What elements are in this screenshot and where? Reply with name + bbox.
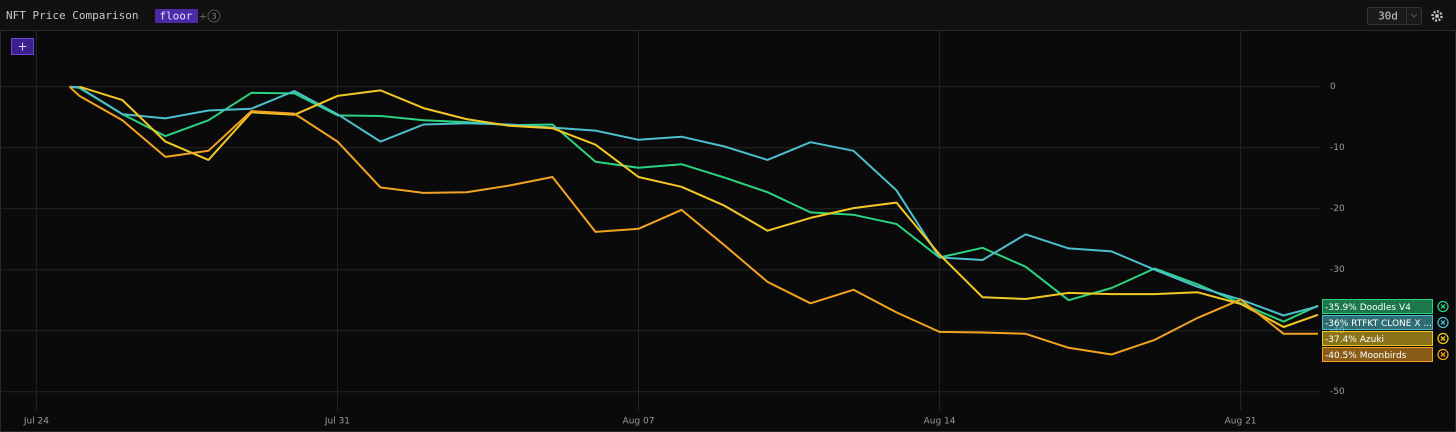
x-tick-label: Aug 14 — [924, 417, 956, 427]
series-line — [79, 85, 1319, 328]
select-caret[interactable] — [1410, 13, 1418, 18]
remove-icon — [1437, 332, 1449, 345]
legend-value: -35.9% — [1325, 303, 1357, 313]
y-tick-label: -20 — [1330, 204, 1345, 214]
remove-series[interactable] — [1437, 348, 1449, 361]
legend-name: Moonbirds — [1360, 351, 1407, 361]
x-tick-label: Aug 07 — [623, 417, 655, 427]
legend-text: -35.9% Doodles V4 — [1325, 303, 1411, 313]
legend-name: Azuki — [1360, 335, 1384, 345]
metric-label[interactable]: floor — [159, 10, 192, 23]
remove-icon — [1440, 304, 1446, 309]
y-tick-label: -10 — [1330, 143, 1345, 153]
y-tick-label: -30 — [1330, 265, 1345, 275]
legend-tag — [1322, 315, 1433, 330]
series-line — [69, 85, 1319, 323]
metric-tag[interactable] — [155, 9, 198, 23]
range-label[interactable]: 30d — [1378, 10, 1398, 23]
add-series-button[interactable] — [11, 38, 34, 55]
y-tick-label: -50 — [1330, 387, 1345, 397]
x-tick-label: Jul 24 — [23, 417, 49, 427]
toolbar — [0, 0, 1456, 30]
count-label: 3 — [211, 12, 216, 21]
legend-text: -37.4% Azuki — [1325, 335, 1384, 345]
remove-series[interactable] — [1437, 300, 1449, 313]
legend-value: -36% — [1325, 319, 1349, 329]
remove-icon — [1440, 320, 1446, 325]
legend-tag — [1322, 347, 1433, 362]
remove-series[interactable] — [1437, 332, 1449, 345]
remove-icon — [1440, 336, 1446, 341]
legend-value: -37.4% — [1325, 335, 1357, 345]
count-badge — [207, 9, 221, 23]
x-tick-label: Aug 21 — [1225, 417, 1257, 427]
settings-icon[interactable] — [1431, 10, 1443, 22]
legend-text: -36% RTFKT CLONE X ... — [1325, 319, 1432, 329]
add-metric[interactable]: + — [199, 12, 207, 23]
legend-value: -40.5% — [1325, 351, 1357, 361]
remove-series[interactable] — [1437, 316, 1449, 329]
chart-title: NFT Price Comparison — [6, 9, 138, 22]
remove-icon — [1437, 300, 1449, 313]
x-tick-label: Jul 31 — [324, 417, 350, 427]
add-series-label[interactable]: + — [17, 40, 27, 54]
remove-icon — [1437, 316, 1449, 329]
y-tick-label: 0 — [1330, 82, 1336, 92]
legend: -35.9% Doodles V4-36% RTFKT CLONE X ...-… — [1322, 299, 1449, 362]
legend-tag — [1322, 331, 1433, 346]
series-line — [69, 85, 1319, 317]
plot — [68, 85, 1319, 356]
remove-icon — [1437, 348, 1449, 361]
range-select[interactable] — [1367, 7, 1422, 25]
legend-name: RTFKT CLONE X ... — [1351, 319, 1432, 329]
series-line — [68, 85, 1318, 356]
remove-icon — [1440, 352, 1446, 357]
legend-name: Doodles V4 — [1360, 303, 1411, 313]
legend-text: -40.5% Moonbirds — [1325, 351, 1407, 361]
legend-tag — [1322, 299, 1433, 314]
